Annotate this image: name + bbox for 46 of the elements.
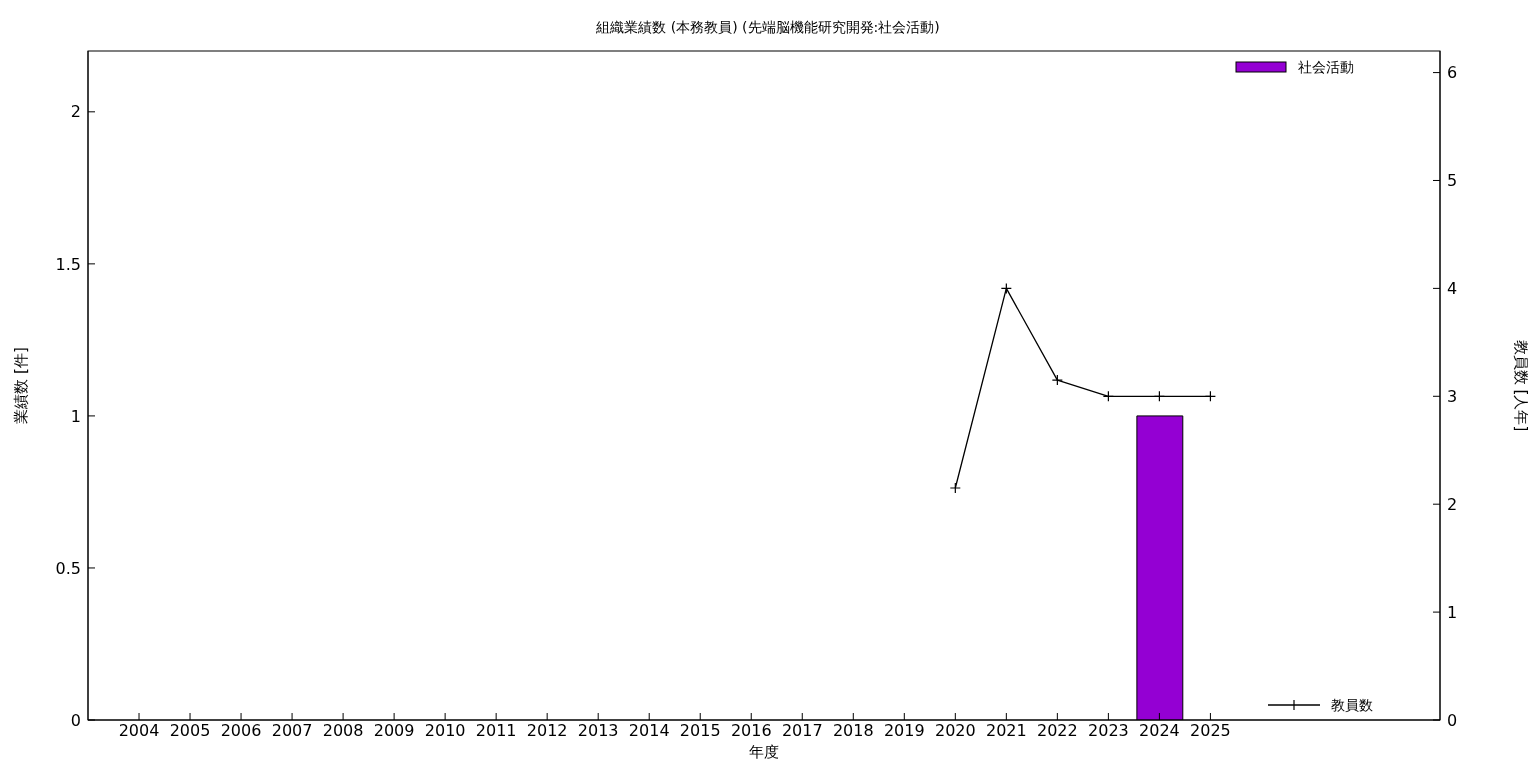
y2-tick-label: 5	[1447, 171, 1458, 191]
x-tick-label: 2014	[628, 721, 670, 741]
x-tick-label: 2007	[271, 721, 313, 741]
legend-label: 教員数	[1331, 697, 1373, 713]
y2-tick-label: 0	[1447, 710, 1458, 730]
x-tick-label: 2020	[934, 721, 976, 741]
x-tick-label: 2022	[1037, 721, 1078, 741]
y2-tick-label: 3	[1447, 386, 1458, 406]
y2-tick-label: 2	[1447, 494, 1458, 514]
y2-tick-label: 4	[1447, 279, 1458, 299]
x-tick-label: 2008	[322, 721, 364, 741]
point	[1051, 374, 1063, 386]
y-tick-label: 1.5	[55, 254, 81, 274]
x-tick-label: 2013	[577, 721, 619, 741]
point	[1102, 390, 1114, 402]
x-tick-label: 2011	[475, 721, 517, 741]
x-tick-label: 2018	[832, 721, 874, 741]
x-tick-label: 2024	[1139, 721, 1180, 741]
y-tick-label: 0.5	[55, 558, 81, 578]
chart-title: 組織業績数 (本務教員) (先端脳機能研究開発:社会活動)	[595, 19, 940, 35]
point	[1204, 390, 1217, 402]
point	[1153, 390, 1165, 402]
y-tick-label: 1	[70, 406, 81, 426]
y-tick-label: 0	[70, 710, 81, 730]
x-tick-label: 2017	[781, 721, 823, 741]
x-tick-label: 2005	[169, 721, 211, 741]
x-tick-label: 2021	[985, 721, 1027, 741]
x-tick-label: 2006	[220, 721, 262, 741]
legend-label: 社会活動	[1298, 59, 1354, 75]
x-axis-title: 年度	[749, 743, 779, 761]
point	[949, 482, 961, 494]
y-tick-label: 2	[70, 102, 81, 122]
x-tick-label: 2023	[1088, 721, 1129, 741]
y2-tick-label: 6	[1447, 63, 1458, 83]
x-tick-label: 2016	[730, 721, 772, 741]
x-tick-label: 2012	[526, 721, 568, 741]
x-tick-label: 2015	[679, 721, 721, 741]
x-tick-label: 2004	[118, 721, 160, 741]
x-tick-label: 2009	[373, 721, 415, 741]
x-tick-label: 2025	[1190, 721, 1231, 741]
y2-tick-label: 1	[1447, 602, 1458, 622]
x-tick-label: 2019	[883, 721, 925, 741]
point	[1000, 282, 1012, 294]
y2-axis-title: 教員数 [人年]	[1512, 339, 1530, 432]
y-axis-title: 業績数 [件]	[12, 347, 30, 424]
x-tick-label: 2010	[424, 721, 466, 741]
